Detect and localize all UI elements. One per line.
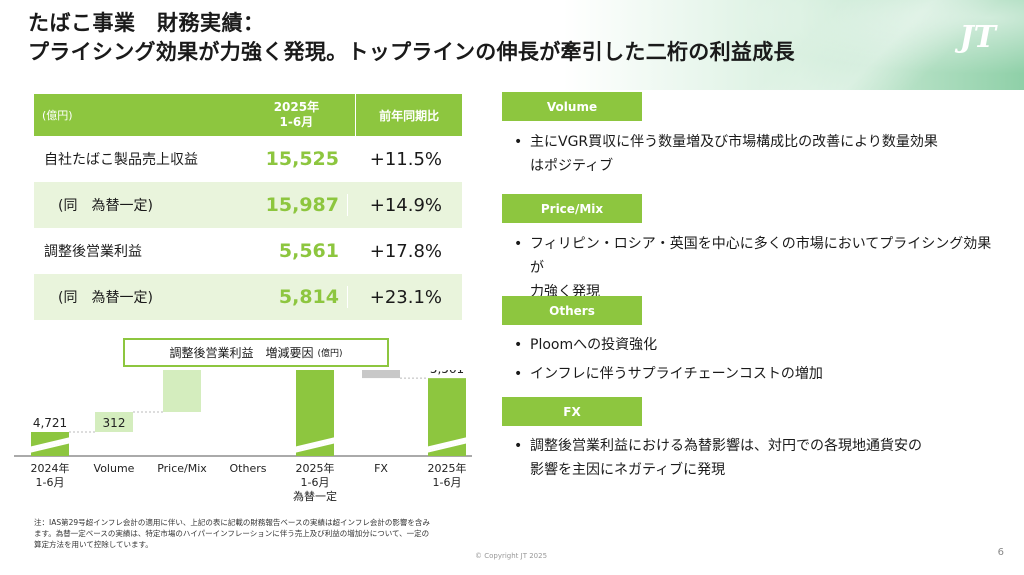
table-header: (億円) 2025年 1-6月 前年同期比 — [34, 94, 462, 136]
jt-logo: JT — [959, 20, 996, 55]
axis-break-mark — [425, 441, 469, 453]
header-background — [0, 0, 1024, 90]
bullet-text: 影響を主因にネガティブに発現 — [530, 462, 726, 478]
waterfall-category-label: 為替一定 — [293, 489, 337, 503]
bullet-volume: • 主にVGR買収に伴う数量増及び市場構成比の改善により数量効果 はポジティブ — [514, 130, 1004, 178]
period-months: 1-6月 — [279, 115, 314, 129]
table-row: (同 為替一定) 5,814 +23.1% — [34, 274, 462, 320]
waterfall-category-label: 1-6月 — [301, 476, 330, 489]
table-row: 調整後営業利益 5,561 +17.8% — [34, 228, 462, 274]
waterfall-category-label: 2024年 — [31, 461, 70, 475]
row-value: 15,987 — [230, 194, 348, 216]
bullet-fx: • 調整後営業利益における為替影響は、対円での各現地通貨安の 影響を主因にネガティ… — [514, 434, 1004, 482]
waterfall-bar — [163, 370, 201, 412]
row-yoy: +11.5% — [369, 148, 442, 170]
page-subtitle: プライシング効果が力強く発現。トップラインの伸長が牽引した二桁の利益成長 — [28, 40, 795, 64]
waterfall-unit: (億円) — [317, 349, 343, 359]
bullet-others-2: • インフレに伴うサプライチェーンコストの増加 — [514, 362, 1004, 386]
tag-price-mix: Price/Mix — [502, 194, 642, 223]
waterfall-title: 調整後営業利益 増減要因 — [169, 346, 314, 360]
row-yoy: +23.1% — [369, 286, 442, 308]
row-label: 調整後営業利益 — [44, 244, 142, 260]
waterfall-title-box: 調整後営業利益 増減要因 (億円) — [123, 338, 389, 367]
table-yoy-header: 前年同期比 — [379, 108, 440, 123]
bullet-dot: • — [514, 438, 523, 454]
row-value: 15,525 — [230, 148, 348, 170]
tag-fx: FX — [502, 397, 642, 426]
axis-break-mark — [293, 441, 337, 453]
tag-volume: Volume — [502, 92, 642, 121]
bullet-dot: • — [514, 134, 523, 150]
bullet-others-1: • Ploomへの投資強化 — [514, 333, 1004, 357]
row-yoy: +17.8% — [369, 240, 442, 262]
bullet-dot: • — [514, 236, 523, 252]
waterfall-value-label: 5,561 — [430, 370, 464, 376]
table-period-header: 2025年 1-6月 — [238, 94, 357, 136]
waterfall-category-label: 2025年 — [428, 461, 467, 475]
row-yoy: +14.9% — [369, 194, 442, 216]
row-value: 5,814 — [230, 286, 348, 308]
waterfall-bar — [95, 412, 133, 432]
waterfall-category-label: Volume — [94, 462, 135, 475]
table-row: 自社たばこ製品売上収益 15,525 +11.5% — [34, 136, 462, 182]
financial-table: (億円) 2025年 1-6月 前年同期比 自社たばこ製品売上収益 15,525 … — [34, 94, 462, 320]
page-number: 6 — [997, 547, 1004, 558]
bullet-text: 調整後営業利益における為替影響は、対円での各現地通貨安の — [530, 438, 922, 454]
period-year: 2025年 — [273, 100, 320, 114]
axis-break-mark — [293, 437, 337, 451]
copyright: © Copyright JT 2025 — [475, 552, 548, 560]
bullet-text: インフレに伴うサプライチェーンコストの増加 — [530, 366, 823, 382]
waterfall-bar — [362, 370, 400, 379]
waterfall-category-label: FX — [374, 462, 388, 475]
bullet-text: Ploomへの投資強化 — [530, 337, 658, 353]
waterfall-category-label: 2025年 — [296, 461, 335, 475]
bullet-dot: • — [514, 337, 523, 353]
axis-break-mark — [28, 437, 72, 451]
row-label: 自社たばこ製品売上収益 — [44, 152, 198, 168]
waterfall-category-label: 1-6月 — [433, 476, 462, 489]
waterfall-category-label: 1-6月 — [36, 476, 65, 489]
waterfall-chart: 4,7213121,601-8215,814-2525,5612024年1-6月… — [14, 370, 472, 503]
axis-break-mark — [28, 441, 72, 453]
table-row: (同 為替一定) 15,987 +14.9% — [34, 182, 462, 228]
bullet-text: 主にVGR買収に伴う数量増及び市場構成比の改善により数量効果 — [530, 134, 938, 150]
waterfall-category-label: Others — [230, 462, 267, 475]
tag-others: Others — [502, 296, 642, 325]
bullet-text: はポジティブ — [530, 158, 614, 174]
table-unit: (億円) — [42, 109, 73, 122]
waterfall-value-label: 4,721 — [33, 416, 67, 430]
bullet-price-mix: • フィリピン・ロシア・英国を中心に多くの市場においてプライシング効果が 力強く発… — [514, 232, 1004, 304]
bullet-text: フィリピン・ロシア・英国を中心に多くの市場においてプライシング効果が — [530, 236, 992, 276]
page-title: たばこ事業 財務実績： — [28, 11, 265, 35]
footnote: 注：IAS第29号超インフレ会計の適用に伴い、上記の表に記載の財務報告ベースの実… — [34, 518, 430, 549]
axis-break-mark — [425, 437, 469, 451]
row-label: (同 為替一定) — [58, 198, 153, 214]
waterfall-value-label: 312 — [103, 416, 126, 430]
bullet-dot: • — [514, 366, 523, 382]
row-label: (同 為替一定) — [58, 290, 153, 306]
row-value: 5,561 — [230, 240, 348, 262]
waterfall-category-label: Price/Mix — [157, 462, 207, 475]
